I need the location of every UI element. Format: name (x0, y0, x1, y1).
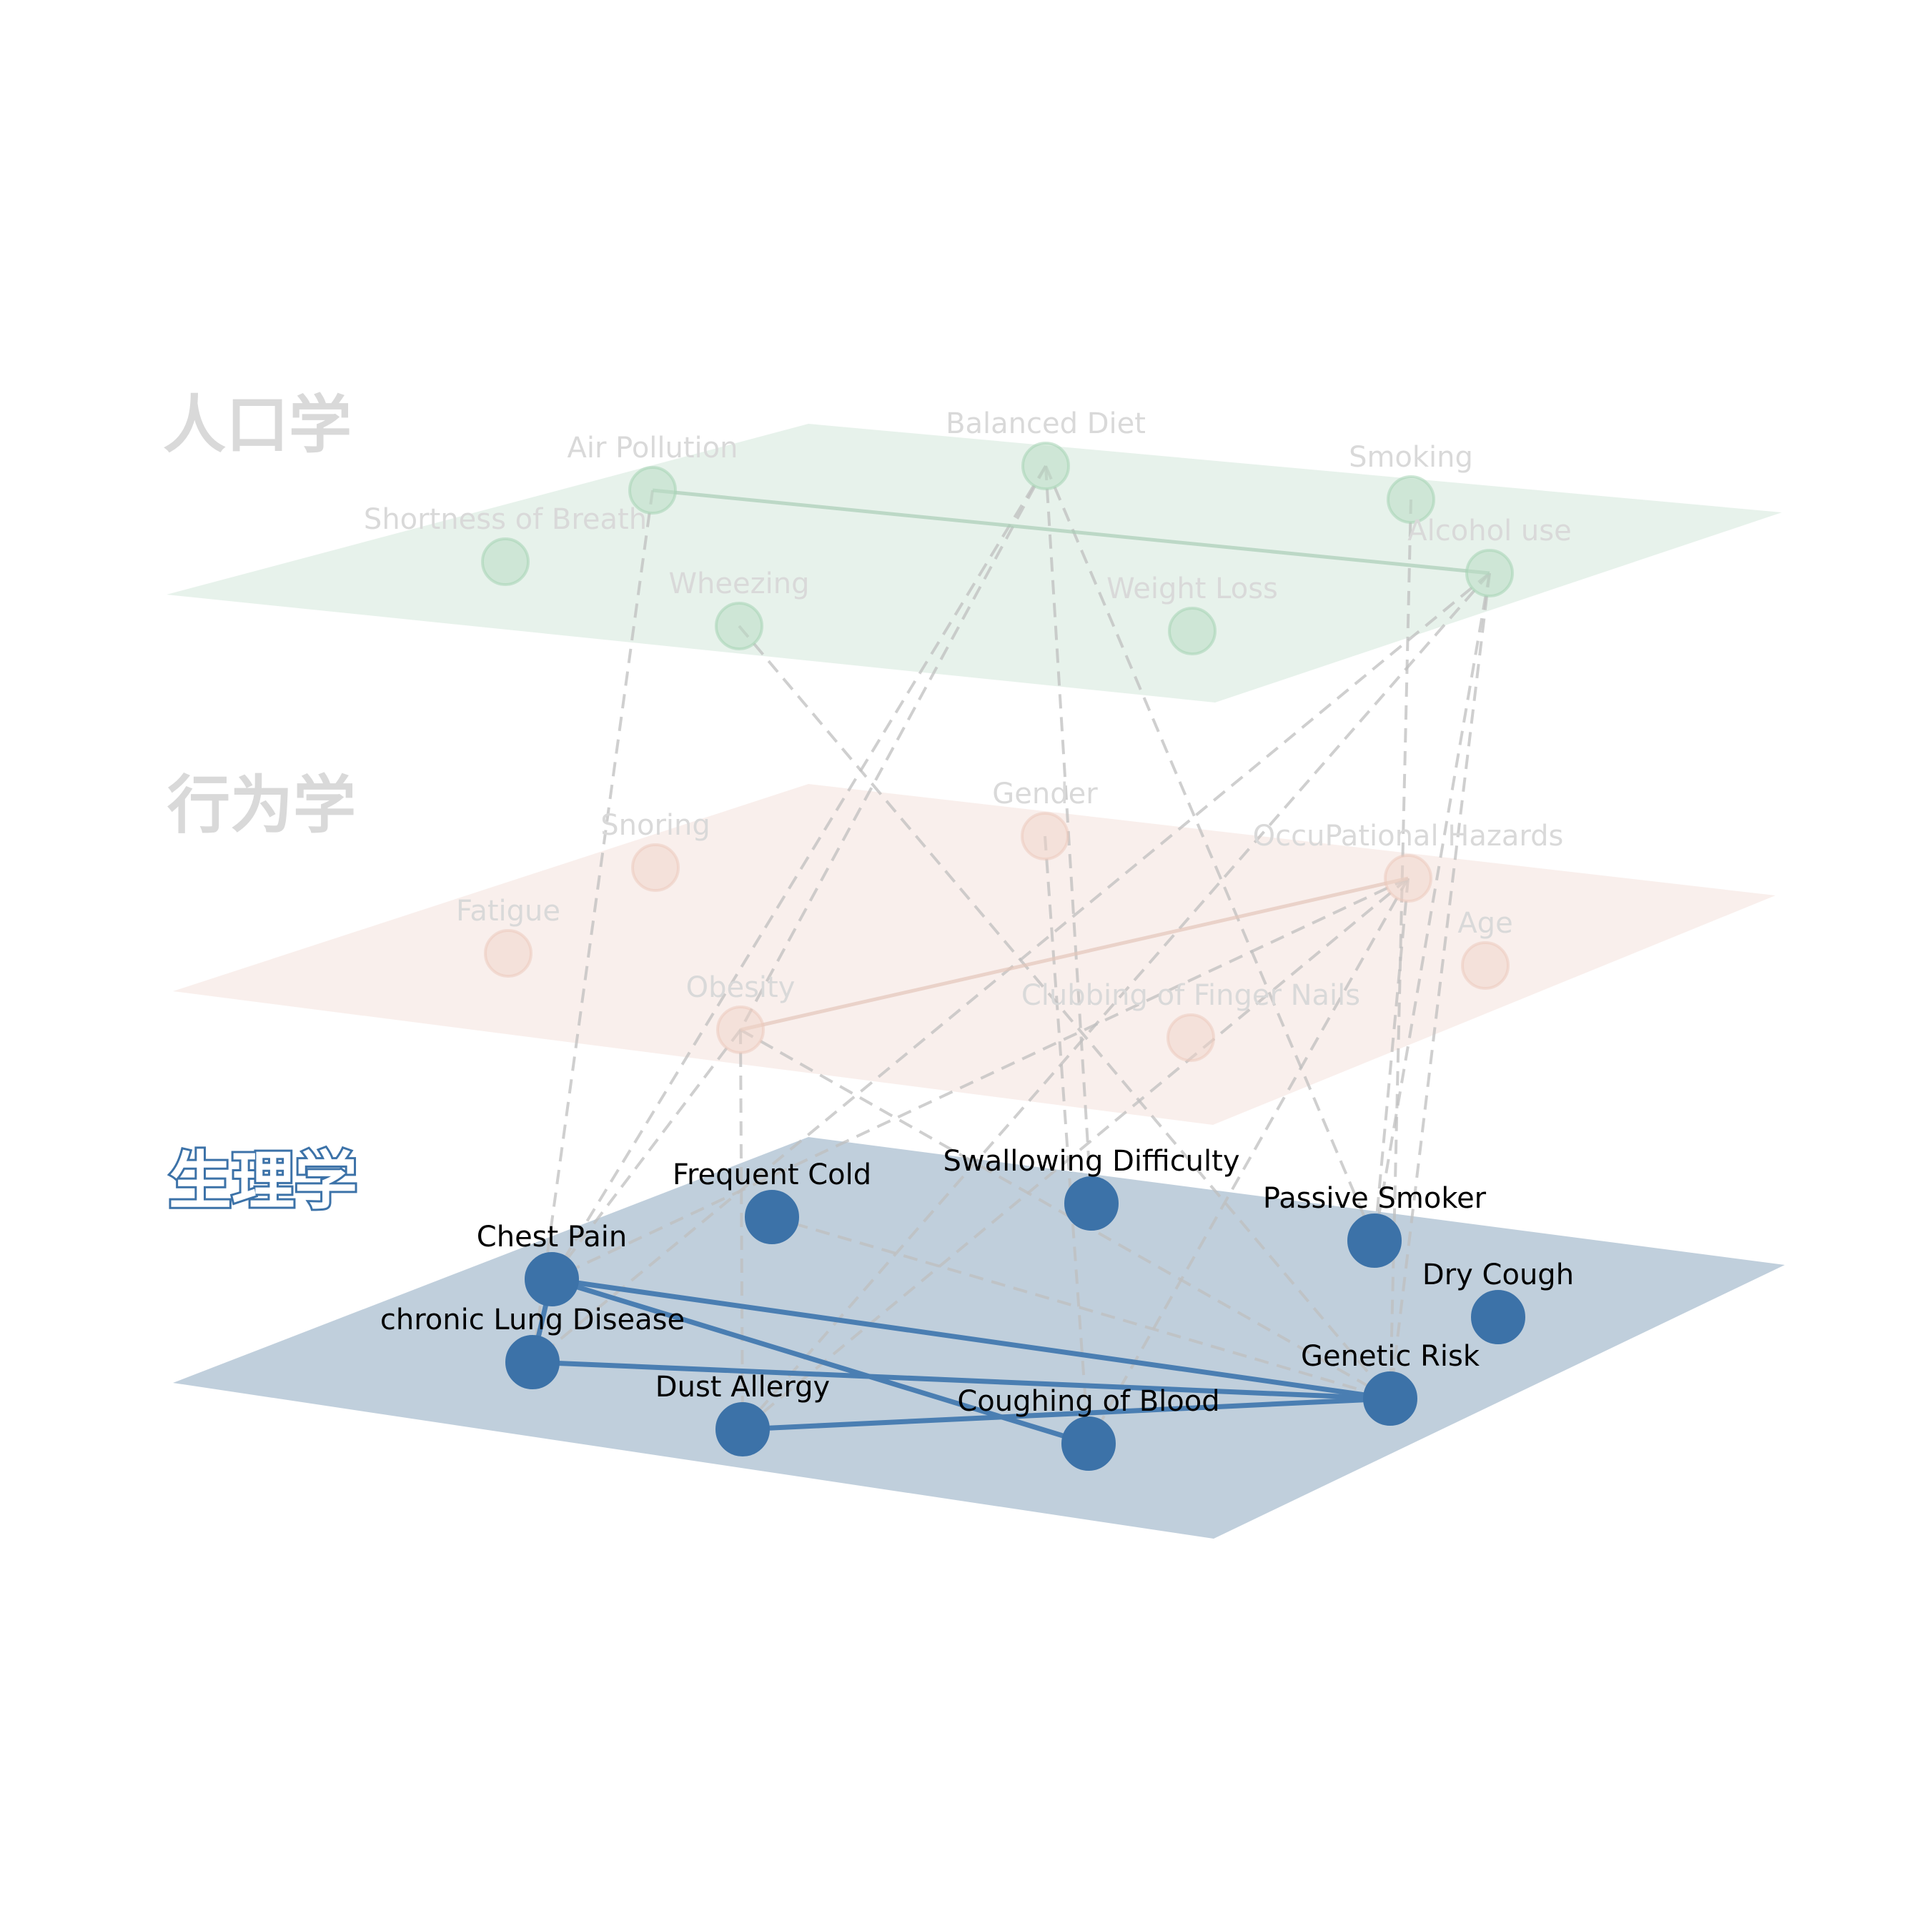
mid-node-label: Snoring (600, 809, 710, 842)
mid-layer-plane (173, 784, 1775, 1125)
bottom-node-dry (1471, 1290, 1525, 1344)
inter-layer-edge (1087, 878, 1410, 1444)
bottom-node-lung (505, 1335, 560, 1389)
inter-layer-edge (551, 877, 1409, 1281)
inter-layer-edge (740, 1028, 1391, 1400)
mid-node-snore (631, 843, 680, 892)
top-node-label: Alcohol use (1407, 515, 1571, 547)
bottom-node-genetic (1363, 1371, 1417, 1426)
inter-layer-edge (739, 465, 1047, 1031)
mid-node-obesity (716, 1006, 765, 1054)
layer-planes (167, 424, 1785, 1539)
bottom-node-label: Coughing of Blood (957, 1385, 1219, 1418)
bottom-node-label: Dust Allergy (655, 1371, 830, 1404)
top-node-label: Balanced Diet (946, 407, 1146, 440)
top-node-label: Air Pollution (567, 432, 738, 465)
bottom-layer-edge (742, 1396, 1391, 1432)
top-node-label: Wheezing (669, 567, 810, 600)
mid-layer-edge (740, 876, 1409, 1032)
mid-node-label: Clubbing of Finger Nails (1021, 979, 1360, 1012)
mid-node-fatigue (484, 929, 532, 978)
mid-node-occu (1384, 854, 1432, 903)
top-node-label: Smoking (1349, 441, 1473, 474)
top-layer-edge (652, 488, 1490, 575)
mid-node-age (1461, 941, 1510, 990)
top-node-breath (481, 537, 530, 586)
top-node-label: Shortness of Breath (364, 503, 647, 536)
top-layer-title: 人口学 (163, 388, 352, 462)
inter-layer-edge (739, 1029, 744, 1430)
bottom-layer-title: 生理学 (169, 1144, 357, 1218)
inter-layer-edges (531, 465, 1491, 1444)
mid-layer-title: 行为学 (167, 768, 356, 842)
inter-layer-edge (741, 877, 1410, 1431)
top-node-smoke (1387, 475, 1435, 524)
bottom-node-label: Chest Pain (477, 1221, 627, 1254)
top-layer-plane (167, 424, 1782, 703)
mid-node-label: Age (1457, 907, 1512, 940)
network-nodes (481, 442, 1525, 1471)
bottom-node-cold (745, 1190, 799, 1244)
bottom-node-label: Frequent Cold (673, 1158, 871, 1191)
inter-layer-edge (531, 490, 654, 1363)
bottom-node-passive (1347, 1213, 1402, 1268)
bottom-node-label: chronic Lung Disease (380, 1304, 685, 1336)
top-node-weight (1168, 607, 1217, 655)
bottom-node-label: Dry Cough (1422, 1259, 1574, 1291)
bottom-node-dust (715, 1402, 770, 1456)
mid-node-label: Gender (992, 778, 1098, 810)
top-node-label: Weight Loss (1106, 572, 1278, 605)
bottom-node-blood (1061, 1416, 1116, 1471)
bottom-node-swallow (1064, 1176, 1119, 1231)
bottom-layer-edge (532, 1359, 1391, 1401)
mid-node-label: Obesity (686, 971, 796, 1004)
top-node-air (628, 466, 677, 515)
mid-node-label: OccuPational Hazards (1253, 820, 1564, 853)
mid-node-label: Fatigue (456, 895, 560, 928)
inter-layer-edge (550, 1028, 742, 1281)
inter-layer-edge (741, 572, 1491, 1431)
bottom-node-label: Genetic Risk (1301, 1340, 1480, 1373)
bottom-node-label: Passive Smoker (1263, 1182, 1487, 1215)
node-labels: Air Pollution Balanced Diet Smoking Alcohol… (364, 407, 1574, 1418)
inter-layer-edge (1389, 572, 1491, 1399)
top-node-diet (1021, 442, 1070, 490)
top-node-wheeze (715, 602, 763, 650)
top-node-alcohol (1465, 549, 1514, 597)
inter-layer-edge (1044, 465, 1376, 1241)
mid-node-club (1166, 1013, 1215, 1062)
inter-layer-edge (1044, 835, 1090, 1444)
bottom-layer-edge (551, 1276, 1391, 1401)
inter-layer-edge (1389, 499, 1412, 1399)
bottom-node-chest (525, 1252, 579, 1306)
inter-layer-edge (1373, 878, 1410, 1241)
mid-node-gender (1021, 812, 1069, 860)
bottom-node-label: Swallowing Difficulty (943, 1145, 1240, 1178)
inter-layer-edge (771, 1216, 1391, 1400)
inter-layer-edge (738, 625, 1392, 1400)
